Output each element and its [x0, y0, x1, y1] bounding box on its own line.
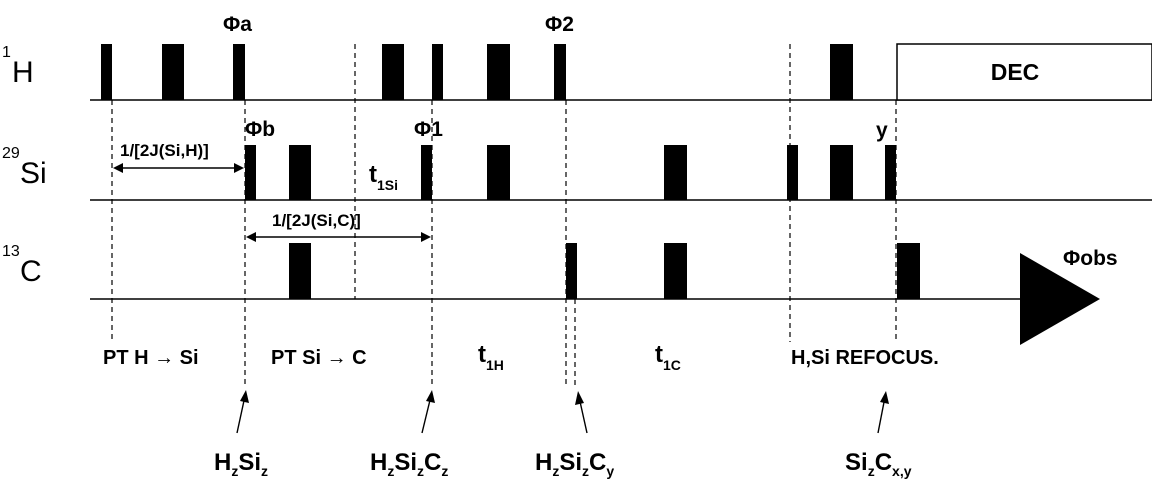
- pulse-29si-2: [289, 145, 311, 200]
- delay-label-si-c: 1/[2J(Si,C)]: [272, 211, 361, 230]
- block-label-pt-si-c: PT Si → C: [271, 347, 367, 369]
- channel-1h-name: H: [12, 56, 34, 89]
- decoupling-box: [896, 43, 1152, 101]
- pulse-29si-6: [787, 145, 798, 200]
- phase-label-y: y: [876, 119, 888, 142]
- pulse-29si-1: [245, 145, 256, 200]
- phase-label-obs: Φobs: [1063, 247, 1118, 270]
- block-label-t1h: t 1H: [478, 341, 504, 373]
- pulse-13c-3: [664, 243, 687, 299]
- block-label-refocus: H,Si REFOCUS.: [791, 347, 939, 369]
- state-label-hzsiz: HzSiz: [214, 449, 268, 479]
- channel-1h-mass: 1: [2, 44, 11, 61]
- pulse-1h-5: [432, 44, 443, 100]
- state-label-hzsizcz: HzSizCz: [370, 449, 448, 479]
- channel-29si-name: Si: [20, 157, 47, 190]
- t1h-sub: 1H: [486, 357, 504, 373]
- acquisition-fid-triangle: [1020, 253, 1100, 345]
- pointer-arrow-hzsizcy: [575, 391, 588, 434]
- pulse-1h-1: [101, 44, 112, 100]
- state-label-hzsizcy: HzSizCy: [535, 449, 614, 479]
- pointer-arrow-hzsiz: [236, 390, 249, 434]
- phase-label-a: Φa: [223, 13, 252, 36]
- t1si-label: t 1Si: [369, 161, 398, 193]
- pulse-1h-6: [487, 44, 510, 100]
- pulse-1h-2: [162, 44, 184, 100]
- t1c-main: t: [655, 341, 663, 368]
- pulse-1h-8: [830, 44, 853, 100]
- pulse-29si-7: [830, 145, 853, 200]
- phase-label-1: Φ1: [414, 118, 443, 141]
- phase-label-b: Φb: [245, 118, 275, 141]
- pulse-1h-7: [554, 44, 566, 100]
- block-label-t1c: t 1C: [655, 341, 681, 373]
- t1si-main: t: [369, 161, 377, 188]
- channel-13c-mass: 13: [2, 243, 20, 260]
- pulse-29si-4: [487, 145, 510, 200]
- channel-label-13c: 13 C: [2, 243, 42, 288]
- pointer-arrow-hzsizcz: [421, 390, 435, 434]
- pulse-29si-3: [421, 145, 432, 200]
- t1c-sub: 1C: [663, 357, 681, 373]
- state-label-sizcxy: SizCx,y: [845, 449, 912, 479]
- channel-label-1h: 1 H: [2, 44, 34, 89]
- decoupling-label: DEC: [991, 59, 1040, 85]
- channel-29si-mass: 29: [2, 145, 20, 162]
- pulse-13c-2: [566, 243, 577, 299]
- pulse-1h-4: [382, 44, 404, 100]
- pulse-13c-4: [897, 243, 920, 299]
- t1si-sub: 1Si: [377, 177, 398, 193]
- pulse-29si-8: [885, 145, 896, 200]
- delay-arrow-si-c: [246, 232, 431, 242]
- pulse-13c-1: [289, 243, 311, 299]
- channel-13c-name: C: [20, 255, 42, 288]
- delay-arrow-h-si: [113, 163, 244, 173]
- phase-label-2: Φ2: [545, 13, 574, 36]
- delay-label-h-si: 1/[2J(Si,H)]: [120, 141, 209, 160]
- pulse-29si-5: [664, 145, 687, 200]
- block-label-pt-h-si: PT H → Si: [103, 347, 199, 369]
- pulse-1h-3: [233, 44, 245, 100]
- channel-label-29si: 29 Si: [2, 145, 47, 190]
- t1h-main: t: [478, 341, 486, 368]
- pointer-arrow-sizcxy: [877, 391, 889, 434]
